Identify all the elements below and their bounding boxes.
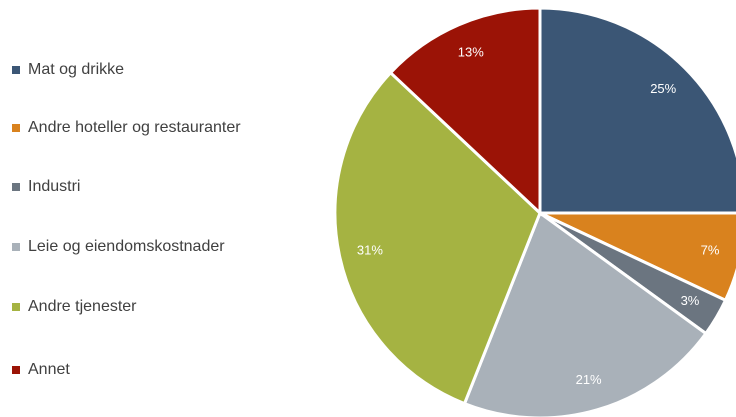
legend-swatch	[12, 303, 20, 311]
legend-label: Leie og eiendomskostnader	[28, 238, 225, 255]
legend-swatch	[12, 366, 20, 374]
data-label: 31%	[357, 242, 383, 257]
pie-slice	[333, 70, 542, 406]
data-label: 21%	[576, 372, 602, 387]
legend-swatch	[12, 66, 20, 74]
legend-swatch	[12, 124, 20, 132]
data-label: 3%	[681, 293, 700, 308]
legend-label: Andre hoteller og restauranter	[28, 119, 241, 136]
legend-label: Annet	[28, 361, 70, 378]
legend-label: Mat og drikke	[28, 61, 124, 78]
data-label: 7%	[701, 242, 720, 257]
data-label: 13%	[458, 45, 484, 60]
pie-slice	[462, 210, 708, 417]
legend-label: Industri	[28, 178, 80, 195]
pie-slice	[538, 6, 736, 215]
data-label: 25%	[650, 81, 676, 96]
pie-slice	[388, 6, 542, 217]
legend-swatch	[12, 183, 20, 191]
legend-swatch	[12, 243, 20, 251]
legend-label: Andre tjenester	[28, 298, 137, 315]
